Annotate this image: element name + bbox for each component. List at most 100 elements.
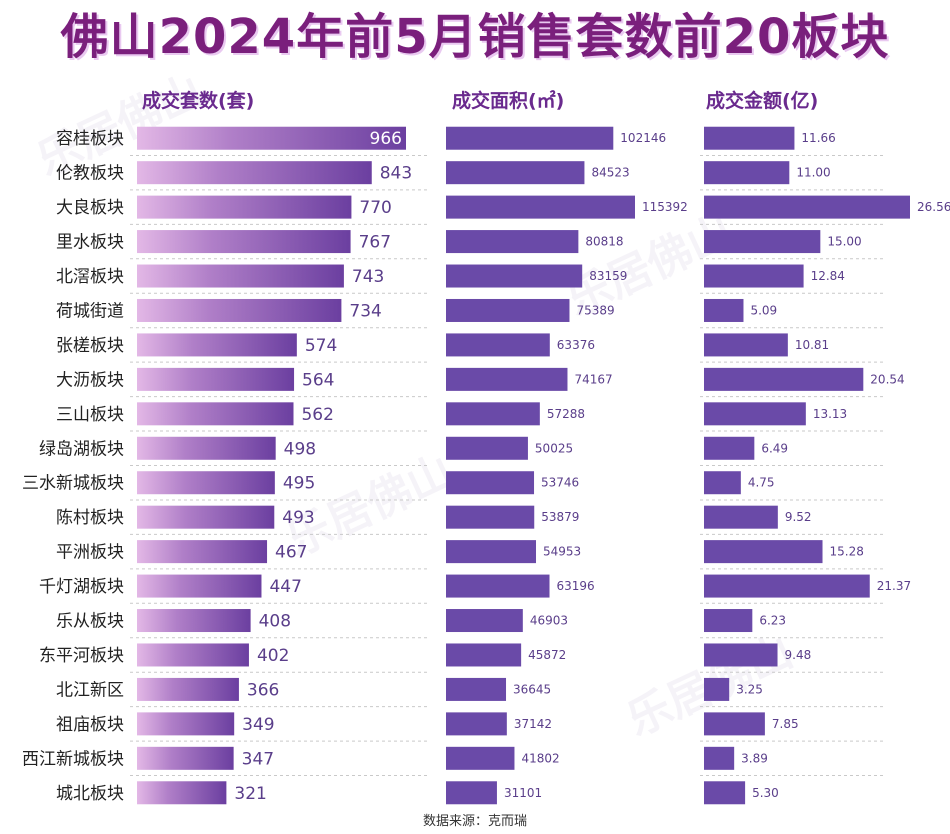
bar-units (137, 781, 227, 805)
bar-area (446, 574, 550, 598)
category-label: 三山板块 (56, 405, 124, 425)
bar-amount (704, 402, 806, 426)
bar-units (137, 505, 275, 529)
data-label: 45872 (528, 648, 566, 662)
data-label: 15.00 (827, 235, 861, 249)
data-label: 467 (275, 543, 307, 563)
data-label: 9.48 (785, 648, 812, 662)
bar-units (137, 746, 234, 770)
data-label: 9.52 (785, 510, 812, 524)
bar-area (446, 540, 537, 564)
data-label: 13.13 (813, 407, 847, 421)
bar-units (137, 230, 351, 254)
bar-amount (704, 505, 778, 529)
data-label: 37142 (514, 717, 552, 731)
data-label: 41802 (521, 751, 559, 765)
bar-area (446, 505, 535, 529)
data-label: 63376 (557, 338, 595, 352)
category-label: 北滘板块 (56, 267, 124, 287)
bar-units (137, 333, 297, 357)
data-label: 10.81 (795, 338, 829, 352)
data-label: 12.84 (811, 269, 845, 283)
bar-amount (704, 333, 788, 357)
data-label: 564 (302, 370, 334, 390)
bar-units (137, 436, 276, 460)
bar-area (446, 436, 528, 460)
data-label: 21.37 (877, 579, 911, 593)
data-label: 75389 (576, 303, 614, 317)
bar-area (446, 643, 522, 667)
bar-amount (704, 298, 744, 322)
data-label: 734 (349, 301, 381, 321)
data-label: 574 (305, 336, 337, 356)
category-label: 张槎板块 (56, 336, 124, 356)
bar-area (446, 677, 507, 701)
bar-units (137, 126, 406, 150)
data-label: 36645 (513, 682, 551, 696)
data-label: 20.54 (870, 372, 904, 386)
data-label: 3.89 (741, 751, 768, 765)
data-label: 4.75 (748, 476, 775, 490)
category-label: 北江新区 (56, 680, 124, 700)
data-label: 447 (269, 577, 301, 597)
bar-area (446, 161, 585, 185)
data-label: 5.30 (752, 786, 779, 800)
data-label: 366 (247, 680, 279, 700)
chart-title: 佛山2024年前5月销售套数前20板块 (60, 9, 890, 65)
data-label: 11.00 (796, 166, 830, 180)
data-label: 15.28 (830, 545, 864, 559)
category-label: 荷城街道 (56, 301, 124, 321)
data-label: 6.23 (759, 614, 786, 628)
category-label: 伦教板块 (56, 164, 124, 184)
bar-amount (704, 712, 765, 736)
bar-area (446, 712, 507, 736)
bar-amount (704, 643, 778, 667)
bar-area (446, 264, 583, 288)
bar-units (137, 540, 268, 564)
data-label: 11.66 (801, 131, 835, 145)
bar-units (137, 161, 372, 185)
bar-amount (704, 367, 864, 391)
category-label: 乐从板块 (56, 612, 124, 632)
category-label: 绿岛湖板块 (39, 439, 124, 459)
data-label: 115392 (642, 200, 688, 214)
data-label: 84523 (591, 166, 629, 180)
data-label: 562 (301, 405, 333, 425)
bar-amount (704, 574, 870, 598)
bar-amount (704, 195, 910, 219)
data-label: 402 (257, 646, 289, 666)
bar-units (137, 298, 342, 322)
bar-units (137, 402, 294, 426)
data-label: 50025 (535, 441, 573, 455)
data-label: 498 (284, 439, 316, 459)
data-label: 321 (234, 784, 266, 804)
category-label: 东平河板块 (39, 646, 124, 666)
data-label: 102146 (620, 131, 666, 145)
data-label: 7.85 (772, 717, 799, 731)
bar-units (137, 677, 239, 701)
bar-area (446, 230, 579, 254)
bar-amount (704, 471, 741, 495)
bar-amount (704, 540, 823, 564)
bar-amount (704, 609, 753, 633)
bar-units (137, 712, 235, 736)
bar-amount (704, 677, 730, 701)
bar-amount (704, 746, 735, 770)
bar-area (446, 126, 614, 150)
bar-area (446, 367, 568, 391)
data-label: 767 (359, 233, 391, 253)
bar-amount (704, 126, 795, 150)
category-label: 千灯湖板块 (39, 577, 124, 597)
data-label: 493 (282, 508, 314, 528)
bar-area (446, 746, 515, 770)
bar-units (137, 195, 352, 219)
data-label: 57288 (547, 407, 585, 421)
category-label: 三水新城板块 (22, 474, 124, 494)
bar-units (137, 264, 344, 288)
bar-amount (704, 230, 821, 254)
bar-amount (704, 436, 755, 460)
data-label: 495 (283, 474, 315, 494)
data-label: 83159 (589, 269, 627, 283)
data-label: 31101 (504, 786, 542, 800)
bar-area (446, 781, 497, 805)
